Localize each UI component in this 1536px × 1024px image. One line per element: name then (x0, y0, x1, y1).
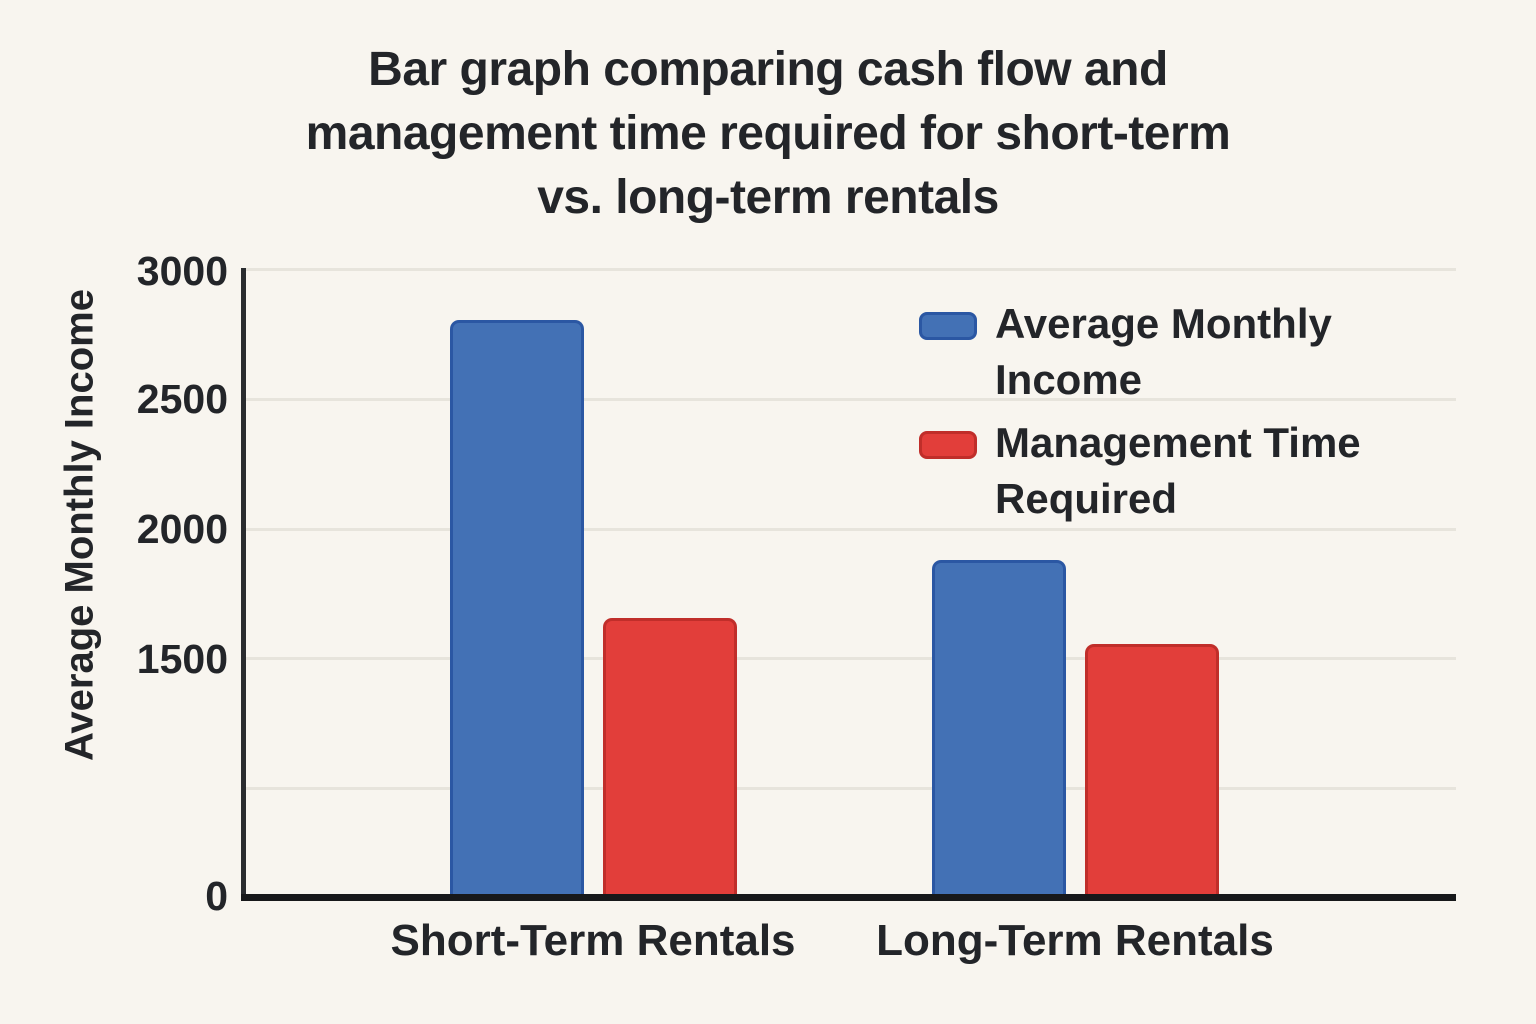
legend-item-management-time-required: Management Time Required (919, 415, 1361, 527)
x-category-label-short-term-rentals: Short-Term Rentals (390, 916, 796, 965)
bar-average-monthly-income-short-term-rentals (449, 319, 584, 898)
chart-title-line-3: vs. long-term rentals (537, 171, 999, 224)
gridline (246, 786, 1456, 790)
bar-average-monthly-income-long-term-rentals (931, 559, 1066, 898)
gridline (246, 398, 1456, 401)
legend-label-line: Income (995, 356, 1143, 403)
legend-swatch-average-monthly-income (919, 312, 977, 340)
x-axis-line (241, 894, 1456, 901)
legend-label-average-monthly-income: Average Monthly Income (995, 296, 1332, 408)
bar-management-time-required-long-term-rentals (1084, 644, 1219, 898)
chart-title: Bar graph comparing cash flow and manage… (0, 38, 1536, 230)
y-tick-label-2500: 2500 (136, 376, 228, 422)
y-axis-line (241, 268, 246, 901)
legend-item-average-monthly-income: Average Monthly Income (919, 296, 1361, 408)
chart-title-line-2: management time required for short-term (305, 107, 1231, 160)
legend-label-management-time-required: Management Time Required (995, 415, 1361, 527)
y-tick-label-1500: 1500 (136, 636, 228, 682)
gridline (246, 527, 1456, 531)
y-tick-label-2000: 2000 (136, 506, 228, 552)
y-tick-label-0: 0 (205, 873, 228, 919)
legend-label-line: Average Monthly (995, 300, 1332, 347)
legend: Average Monthly Income Management Time R… (919, 296, 1361, 527)
bar-management-time-required-short-term-rentals (602, 618, 737, 898)
gridline (246, 268, 1456, 271)
x-category-label-long-term-rentals: Long-Term Rentals (876, 916, 1274, 965)
gridline (246, 657, 1456, 660)
chart-title-line-1: Bar graph comparing cash flow and (368, 43, 1168, 96)
legend-label-line: Required (995, 475, 1178, 522)
legend-swatch-management-time-required (919, 431, 977, 459)
legend-label-line: Management Time (995, 419, 1361, 466)
y-tick-label-3000: 3000 (136, 248, 228, 294)
